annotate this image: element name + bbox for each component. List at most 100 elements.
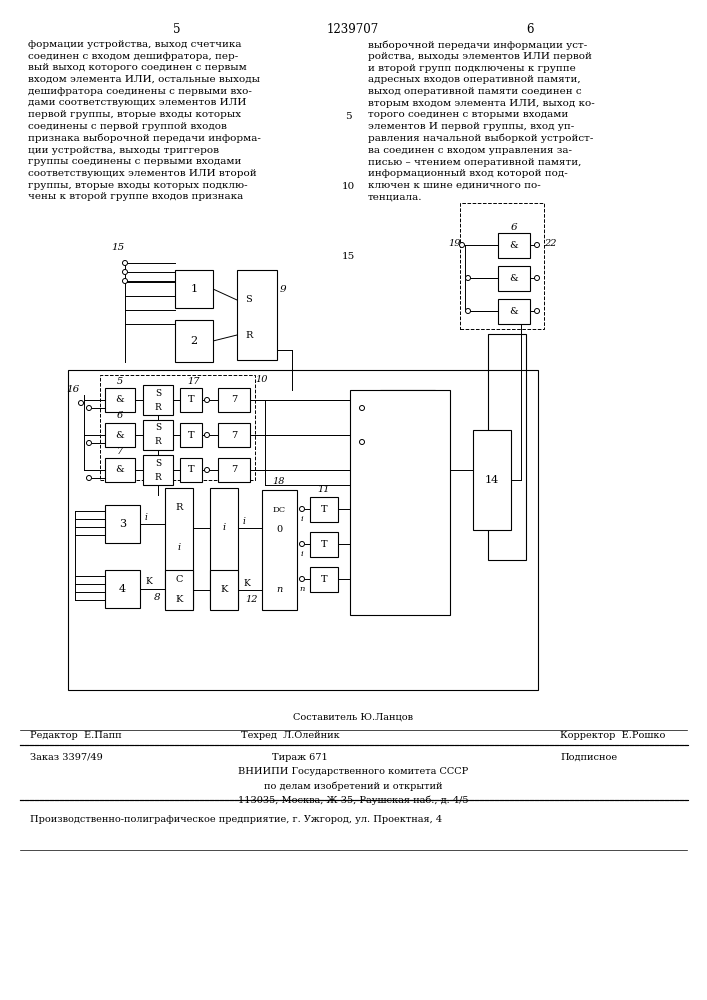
Bar (310, 567, 338, 592)
Bar (210, 570, 238, 610)
Bar (105, 458, 135, 482)
Text: 7: 7 (231, 430, 237, 440)
Bar (473, 430, 511, 530)
Text: Подписное: Подписное (560, 752, 617, 762)
Text: Тираж 671: Тираж 671 (272, 752, 328, 762)
Text: R: R (155, 438, 161, 446)
Text: 10: 10 (341, 182, 355, 191)
Bar (310, 532, 338, 557)
Text: 1: 1 (190, 284, 197, 294)
Bar (105, 505, 140, 543)
Text: n: n (299, 585, 305, 593)
Bar (143, 385, 173, 415)
Text: 7: 7 (117, 446, 123, 456)
Bar (210, 488, 238, 608)
Text: K: K (175, 595, 182, 604)
Text: по делам изобретений и открытий: по делам изобретений и открытий (264, 781, 443, 791)
Text: &: & (510, 307, 518, 316)
Text: 19: 19 (449, 238, 461, 247)
Circle shape (300, 506, 305, 512)
Text: T: T (321, 575, 327, 584)
Text: R: R (155, 473, 161, 482)
Text: 7: 7 (231, 466, 237, 475)
Bar (105, 423, 135, 447)
Text: выборочной передачи информации уст-
ройства, выходы элементов ИЛИ первой
и второ: выборочной передачи информации уст- ройс… (368, 40, 595, 202)
Bar (180, 423, 202, 447)
Circle shape (86, 406, 91, 410)
Text: &: & (116, 466, 124, 475)
Text: K: K (243, 578, 250, 587)
Circle shape (204, 432, 209, 438)
Bar (237, 270, 277, 360)
Circle shape (204, 468, 209, 473)
Circle shape (300, 542, 305, 546)
Text: R: R (175, 504, 182, 512)
Text: S: S (155, 458, 161, 468)
Text: S: S (155, 424, 161, 432)
Text: 15: 15 (341, 252, 355, 261)
Text: D: D (403, 436, 411, 444)
Text: 16: 16 (66, 385, 80, 394)
Text: 2: 2 (190, 336, 197, 346)
Text: T: T (321, 505, 327, 514)
Bar (218, 423, 250, 447)
Text: Составитель Ю.Ланцов: Составитель Ю.Ланцов (293, 712, 413, 722)
Text: T: T (321, 540, 327, 549)
Text: 20: 20 (349, 403, 361, 412)
Circle shape (359, 406, 365, 410)
Text: Техред  Л.Олейник: Техред Л.Олейник (240, 732, 339, 740)
Circle shape (122, 269, 127, 274)
Circle shape (465, 275, 470, 280)
Bar (165, 488, 193, 608)
Circle shape (300, 576, 305, 582)
Bar (262, 490, 297, 610)
Bar (165, 570, 193, 610)
Bar (180, 388, 202, 412)
Text: i: i (177, 544, 180, 552)
Bar (143, 420, 173, 450)
Circle shape (465, 308, 470, 314)
Text: Корректор  Е.Рошко: Корректор Е.Рошко (560, 732, 665, 740)
Bar (498, 233, 530, 258)
Text: формации устройства, выход счетчика
соединен с входом дешифратора, пер-
вый выхо: формации устройства, выход счетчика соед… (28, 40, 261, 201)
Text: 12: 12 (246, 595, 258, 604)
Text: 10: 10 (256, 375, 268, 384)
Bar (175, 320, 213, 362)
Text: S: S (155, 388, 161, 397)
Text: R: R (155, 402, 161, 412)
Text: S: S (245, 296, 252, 304)
Bar (68, 370, 538, 690)
Bar (143, 455, 173, 485)
Text: n: n (276, 585, 282, 594)
Text: 15: 15 (112, 242, 124, 251)
Text: T: T (187, 466, 194, 475)
Text: i: i (300, 550, 303, 558)
Text: T: T (187, 395, 194, 404)
Text: 13: 13 (363, 400, 377, 410)
Circle shape (86, 440, 91, 446)
Bar (498, 299, 530, 324)
Text: K: K (221, 585, 228, 594)
Text: DC: DC (272, 506, 286, 514)
Text: 17: 17 (188, 376, 200, 385)
Text: 11: 11 (317, 485, 330, 493)
Circle shape (460, 242, 464, 247)
Text: i: i (145, 512, 148, 522)
Circle shape (534, 308, 539, 314)
Text: R: R (245, 330, 252, 340)
Bar (105, 570, 140, 608)
Circle shape (359, 440, 365, 444)
Text: &: & (116, 395, 124, 404)
Text: 18: 18 (273, 478, 285, 487)
Text: 1239707: 1239707 (327, 23, 379, 36)
Text: 6: 6 (510, 224, 518, 232)
Circle shape (122, 260, 127, 265)
Text: 4: 4 (119, 584, 126, 594)
Text: 22: 22 (544, 238, 556, 247)
Text: &: & (510, 274, 518, 283)
Bar (218, 388, 250, 412)
Text: Производственно-полиграфическое предприятие, г. Ужгород, ул. Проектная, 4: Производственно-полиграфическое предприя… (30, 816, 442, 824)
Text: WR: WR (392, 401, 406, 409)
Text: K: K (145, 578, 152, 586)
Text: A: A (404, 481, 411, 489)
